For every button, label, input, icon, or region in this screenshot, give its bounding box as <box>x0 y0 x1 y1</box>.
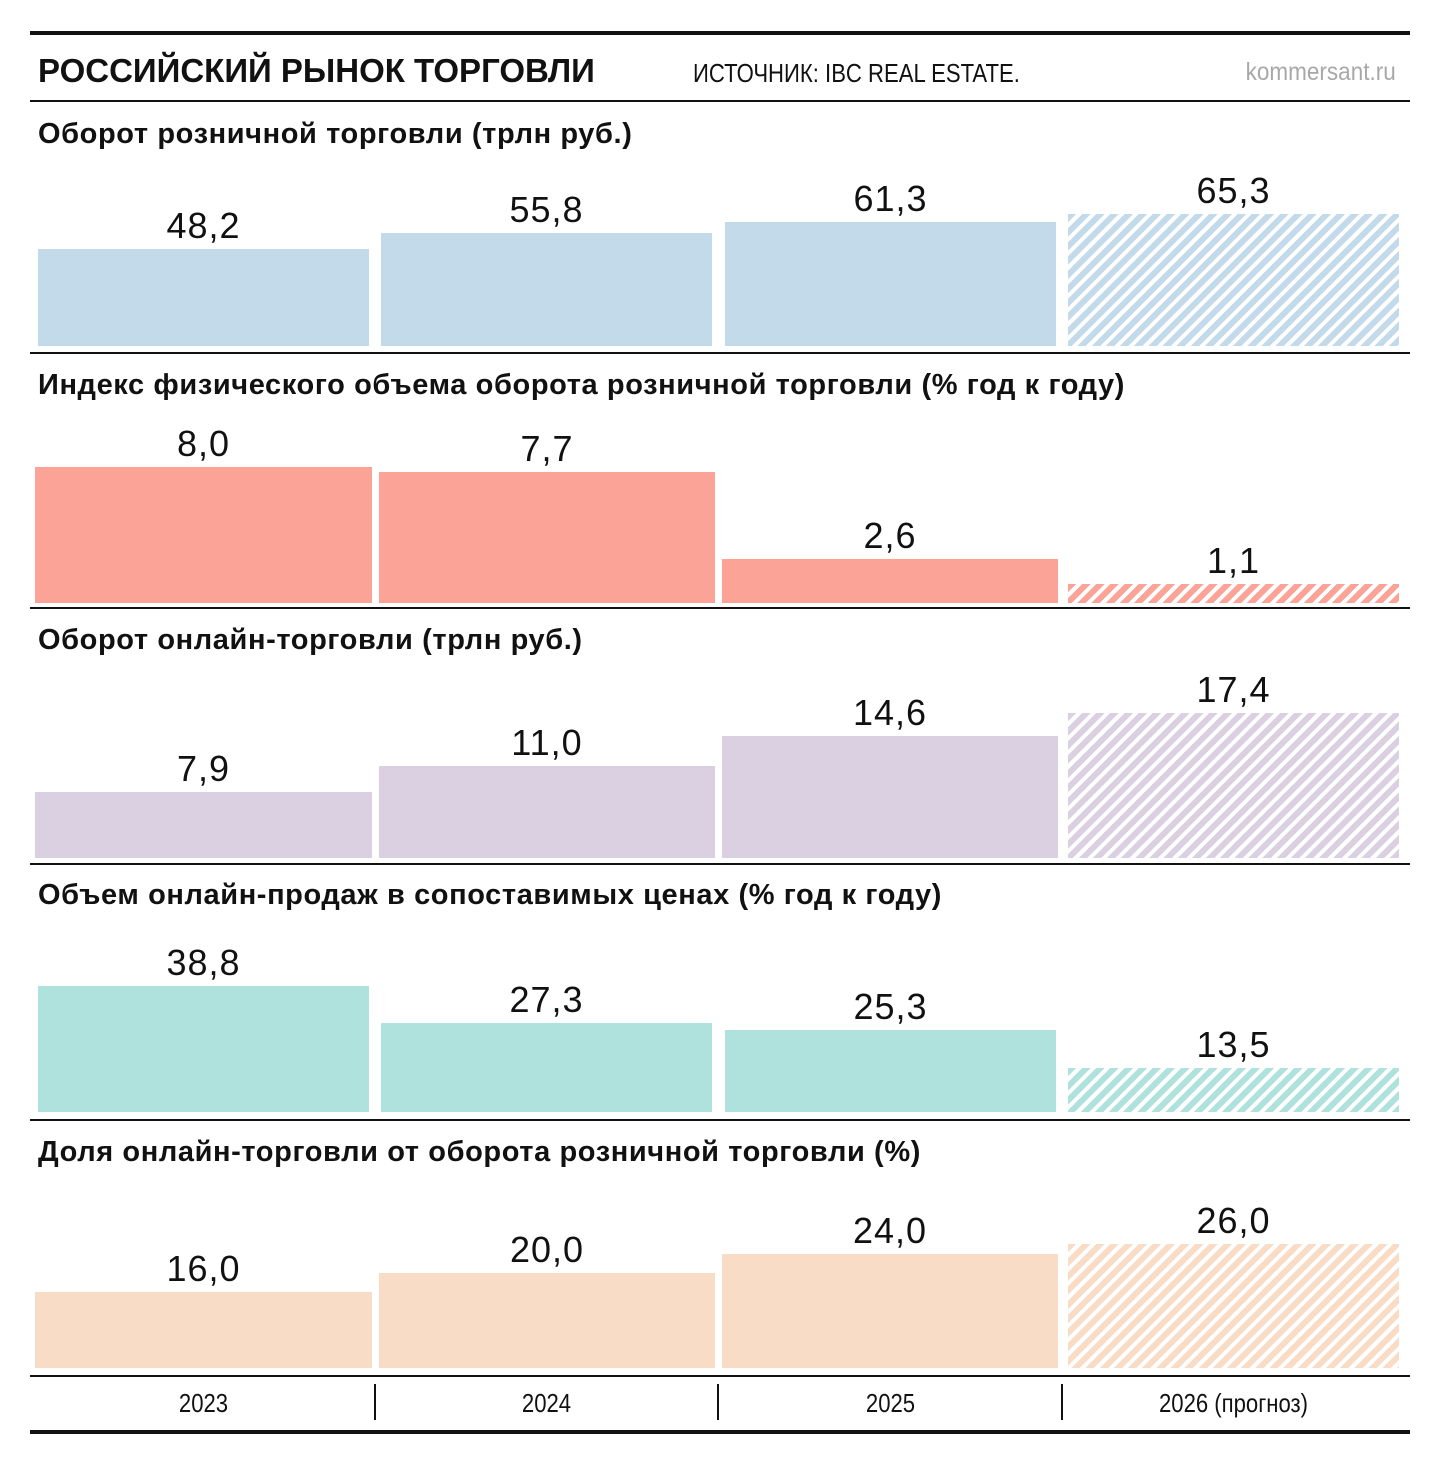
panel-rule <box>30 607 1410 609</box>
x-tick-label: 2023 <box>178 1388 229 1418</box>
bar <box>379 1273 715 1368</box>
data-label: 27,3 <box>509 979 584 1020</box>
panel-title: Доля онлайн-торговли от оборота рознично… <box>38 1136 921 1168</box>
data-label: 38,8 <box>166 942 241 983</box>
data-label: 7,7 <box>520 428 574 469</box>
bar <box>1068 713 1399 858</box>
bar <box>35 1292 372 1368</box>
bar <box>381 233 712 346</box>
chart-title: РОССИЙСКИЙ РЫНОК ТОРГОВЛИ <box>38 52 595 89</box>
header-rule <box>30 100 1410 102</box>
bar <box>379 766 715 858</box>
axis-divider <box>1061 1384 1063 1420</box>
data-label: 2,6 <box>863 515 917 556</box>
bar <box>1068 1244 1399 1368</box>
bar <box>38 986 369 1112</box>
bar <box>722 559 1058 603</box>
source-note: ИСТОЧНИК: IBC REAL ESTATE. <box>693 58 1020 88</box>
panel-title: Оборот розничной торговли (трлн руб.) <box>38 118 633 150</box>
panel-title: Индекс физического объема оборота рознич… <box>38 369 1126 401</box>
data-label: 26,0 <box>1196 1200 1271 1241</box>
panel-rule <box>30 352 1410 354</box>
x-tick-label: 2026 (прогноз) <box>1158 1388 1309 1418</box>
top-rule <box>30 31 1410 35</box>
data-label: 1,1 <box>1206 540 1261 581</box>
data-label: 55,8 <box>509 189 584 230</box>
bar <box>722 736 1058 858</box>
panel-title: Объем онлайн-продаж в сопоставимых ценах… <box>38 879 943 911</box>
data-label: 65,3 <box>1196 170 1271 211</box>
bar <box>35 467 372 603</box>
bar <box>35 792 372 858</box>
x-tick-label: 2025 <box>865 1388 916 1418</box>
axis-divider <box>374 1384 376 1420</box>
axis-divider <box>717 1384 719 1420</box>
data-label: 14,6 <box>852 692 928 733</box>
data-label: 48,2 <box>166 205 241 246</box>
panel-rule <box>30 1375 1410 1377</box>
panel-rule <box>30 863 1410 865</box>
data-label: 11,0 <box>511 722 583 763</box>
site-credit: kommersant.ru <box>1245 58 1396 86</box>
bar <box>1068 584 1399 603</box>
data-label: 7,9 <box>176 748 231 789</box>
data-label: 13,5 <box>1196 1024 1271 1065</box>
data-label: 24,0 <box>852 1210 928 1251</box>
bar <box>725 222 1056 346</box>
bar <box>379 472 715 603</box>
bar <box>1068 214 1399 346</box>
x-tick-label: 2024 <box>521 1388 572 1418</box>
bar <box>722 1254 1058 1368</box>
bottom-rule <box>30 1430 1410 1434</box>
data-label: 25,3 <box>853 986 928 1027</box>
panel-rule <box>30 1119 1410 1121</box>
data-label: 61,3 <box>853 178 928 219</box>
data-label: 8,0 <box>176 423 231 464</box>
bar <box>1068 1068 1399 1112</box>
data-label: 20,0 <box>509 1229 585 1270</box>
data-label: 16,0 <box>166 1248 241 1289</box>
bar <box>381 1023 712 1112</box>
panel-title: Оборот онлайн-торговли (трлн руб.) <box>38 624 583 656</box>
bar <box>38 249 369 346</box>
bar <box>725 1030 1056 1112</box>
data-label: 17,4 <box>1196 669 1271 710</box>
